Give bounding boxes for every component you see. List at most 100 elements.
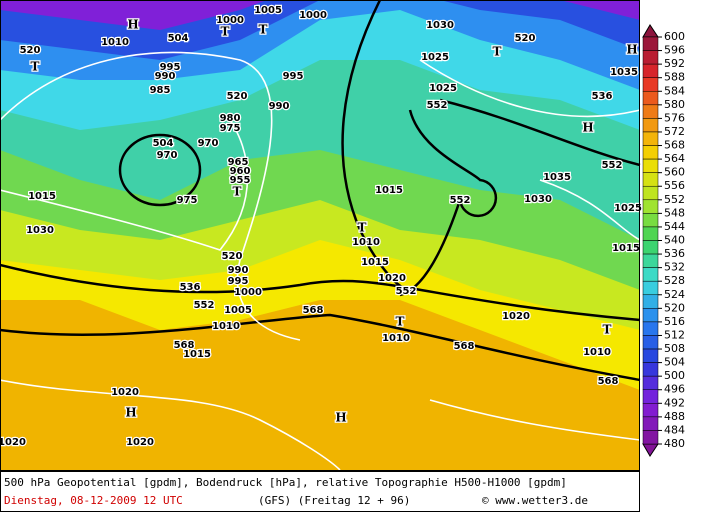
map-label: H — [127, 18, 138, 32]
caption-date: Dienstag, 08-12-2009 12 UTC — [4, 494, 183, 507]
colorbar-label: 596 — [664, 44, 685, 57]
map-label: 990 — [155, 71, 176, 82]
contour-line — [429, 399, 641, 441]
band — [0, 0, 640, 30]
map-label: 1025 — [614, 203, 642, 214]
colorbar-cell — [642, 240, 659, 255]
colorbar-cell — [642, 308, 659, 323]
colorbar-label: 524 — [664, 288, 685, 301]
caption-line: 500 hPa Geopotential [gpdm], Bodendruck … — [4, 476, 567, 489]
colorbar-label: 528 — [664, 274, 685, 287]
map-label: 1020 — [0, 437, 26, 448]
colorbar-cell — [642, 362, 659, 377]
map-label: 1000 — [234, 287, 262, 298]
caption-model: (GFS) (Freitag 12 + 96) — [258, 494, 410, 507]
colorbar-label: 532 — [664, 261, 685, 274]
map-label: H — [125, 406, 136, 420]
map-label: 568 — [303, 305, 324, 316]
map-label: 965 — [228, 157, 249, 168]
map-label: 552 — [450, 195, 471, 206]
map-label: 955 — [230, 175, 251, 186]
colorbar-cell — [642, 36, 659, 51]
map-label: 1000 — [216, 15, 244, 26]
colorbar-cell — [642, 321, 659, 336]
contour-line — [0, 379, 341, 471]
map-label: 1030 — [426, 20, 454, 31]
colorbar-label: 564 — [664, 152, 685, 165]
map-label: T — [221, 25, 230, 39]
map-label: T — [358, 221, 367, 235]
map-label: 1020 — [126, 437, 154, 448]
map-label: 975 — [177, 195, 198, 206]
map-label: 990 — [269, 101, 290, 112]
colorbar-top-arrow — [642, 24, 659, 38]
map-label: 1030 — [524, 194, 552, 205]
map-label: 1020 — [502, 311, 530, 322]
colorbar-label: 588 — [664, 71, 685, 84]
map-label: 975 — [220, 123, 241, 134]
colorbar-label: 560 — [664, 166, 685, 179]
map-label: 568 — [174, 340, 195, 351]
map-label: 980 — [220, 113, 241, 124]
contour-line — [399, 109, 498, 297]
map-label: T — [259, 23, 268, 37]
colorbar-cell — [642, 199, 659, 214]
map-label: 552 — [194, 300, 215, 311]
colorbar-cell — [642, 158, 659, 173]
colorbar-label: 520 — [664, 301, 685, 314]
colorbar-cell — [642, 335, 659, 350]
colorbar-cell — [642, 416, 659, 431]
colorbar-cell — [642, 145, 659, 160]
colorbar-label: 500 — [664, 369, 685, 382]
contour-line — [0, 51, 301, 341]
map-frame — [0, 0, 640, 471]
map-label: 995 — [283, 71, 304, 82]
map-label: 995 — [160, 62, 181, 73]
map-label: H — [335, 411, 346, 425]
contour-line — [341, 0, 411, 292]
colorbar-label: 600 — [664, 30, 685, 43]
map-label: 1035 — [543, 172, 571, 183]
colorbar-cell — [642, 389, 659, 404]
map-label: 568 — [598, 376, 619, 387]
colorbar-label: 484 — [664, 423, 685, 436]
map-label: H — [626, 43, 637, 57]
contour-line — [0, 119, 249, 251]
colorbar-cell — [642, 185, 659, 201]
colorbar-cell — [642, 375, 659, 390]
colorbar-label: 552 — [664, 193, 685, 206]
map-label: T — [233, 185, 242, 199]
map-label: 1010 — [382, 333, 410, 344]
map-label: 1020 — [378, 273, 406, 284]
colorbar-label: 540 — [664, 234, 685, 247]
map-label: 1005 — [224, 305, 252, 316]
colorbar-label: 508 — [664, 342, 685, 355]
colorbar-cell — [642, 280, 659, 296]
colorbar-bottom-arrow — [642, 443, 659, 457]
colorbar-cell — [642, 348, 659, 363]
colorbar-label: 580 — [664, 98, 685, 111]
contour-line — [0, 313, 641, 382]
colorbar-cell — [642, 213, 659, 228]
colorbar-label: 544 — [664, 220, 685, 233]
colorbar-label: 572 — [664, 125, 685, 138]
map-label: 970 — [157, 150, 178, 161]
map-label: 568 — [454, 341, 475, 352]
colorbar-label: 480 — [664, 437, 685, 450]
map-label: 1030 — [26, 225, 54, 236]
map-label: T — [493, 45, 502, 59]
colorbar-cell — [642, 226, 659, 241]
colorbar-label: 584 — [664, 84, 685, 97]
colorbar-label: 592 — [664, 57, 685, 70]
map-label: 536 — [180, 282, 201, 293]
map-label: 1015 — [183, 349, 211, 360]
caption-credit: © www.wetter3.de — [482, 494, 588, 507]
map-label: H — [582, 121, 593, 135]
contour-line — [118, 133, 202, 207]
map-label: 1025 — [421, 52, 449, 63]
colorbar-label: 488 — [664, 410, 685, 423]
colorbar-label: 512 — [664, 328, 685, 341]
colorbar-label: 568 — [664, 139, 685, 152]
map-label: 536 — [592, 91, 613, 102]
